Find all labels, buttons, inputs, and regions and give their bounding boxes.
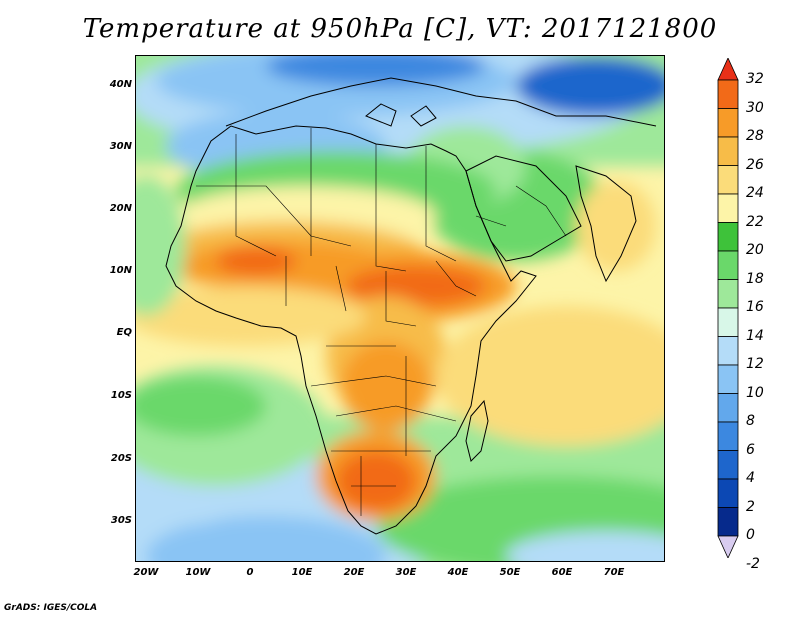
field-congo-inner	[341, 341, 431, 431]
country-borders	[196, 128, 567, 516]
lon-label-50e: 50E	[499, 567, 521, 578]
map-title: Temperature at 950hPa [C], VT: 201712180…	[82, 14, 718, 44]
colorbar-label: 12	[746, 356, 764, 372]
colorbar-label: 14	[746, 327, 764, 344]
colorbar-label: 0	[746, 527, 755, 543]
lon-label-20e: 20E	[343, 567, 365, 578]
lon-label-60e: 60E	[551, 567, 573, 578]
colorbar-label: 6	[746, 441, 755, 458]
field-guinea	[136, 286, 366, 346]
colorbar-segment	[717, 364, 739, 394]
colorbar-label: 20	[746, 242, 764, 258]
colorbar-segment	[717, 250, 739, 280]
lon-label-70e: 70E	[603, 567, 625, 578]
colorbar-segment	[717, 79, 739, 109]
lon-label-10e: 10E	[291, 567, 313, 578]
lat-label-20s: 20S	[110, 453, 132, 464]
colorbar-label: 32	[746, 71, 764, 87]
lat-label-30s: 30S	[110, 515, 132, 526]
coastlines	[165, 77, 657, 535]
colorbar-label: 2	[746, 498, 755, 515]
colorbar-label: 16	[746, 299, 764, 315]
field-kalahari	[336, 451, 416, 511]
colorbar-label: 30	[746, 99, 764, 116]
colorbar-segment	[717, 421, 739, 451]
colorbar-segment	[717, 108, 739, 138]
field-sindian-cold	[506, 531, 664, 561]
colorbar-segment	[717, 393, 739, 423]
lon-label-40e: 40E	[447, 567, 469, 578]
colorbar-label: 26	[746, 156, 764, 173]
colorbar-segment	[717, 222, 739, 252]
lat-label-20n: 20N	[109, 203, 132, 214]
colorbar-segment	[717, 165, 739, 195]
colorbar-label: 4	[746, 470, 755, 486]
colorbar-label: 10	[746, 384, 764, 401]
colorbar-segment	[717, 193, 739, 223]
colorbar-segment	[717, 279, 739, 309]
field-west-hotter	[216, 246, 296, 276]
colorbar-segments	[717, 58, 739, 558]
colorbar-bottom-arrow	[717, 535, 739, 558]
field-central-hotter	[346, 266, 486, 306]
colorbar-segment	[717, 478, 739, 508]
lat-label-10s: 10S	[110, 390, 132, 401]
colorbar-label: 28	[746, 128, 764, 144]
colorbar-label: -2	[746, 555, 760, 572]
colorbar	[717, 58, 739, 558]
colorbar-top-arrow	[717, 58, 739, 81]
map-panel	[135, 55, 665, 562]
colorbar-label: 22	[746, 213, 764, 230]
colorbar-segment	[717, 136, 739, 166]
lat-label-eq: EQ	[116, 327, 132, 338]
temperature-map	[136, 56, 664, 561]
grads-credit: GrADS: IGES/COLA	[4, 603, 98, 613]
colorbar-segment	[717, 307, 739, 337]
colorbar-label: 8	[746, 413, 755, 429]
colorbar-segment	[717, 507, 739, 537]
lat-label-30n: 30N	[109, 141, 132, 152]
colorbar-segment	[717, 450, 739, 480]
field-satlantic-inner	[136, 376, 266, 436]
lat-label-10n: 10N	[109, 265, 132, 276]
lon-label-20w: 20W	[133, 567, 159, 578]
lon-label-0: 0	[246, 567, 254, 578]
lat-label-40n: 40N	[109, 79, 132, 90]
colorbar-label: 24	[746, 185, 764, 201]
field-eq-indian	[436, 306, 664, 446]
colorbar-segment	[717, 336, 739, 366]
field-south-colder	[146, 516, 386, 561]
colorbar-label: 18	[746, 270, 764, 287]
field-central-asia-cold	[516, 56, 664, 116]
field-india	[576, 181, 656, 271]
lon-label-10w: 10W	[185, 567, 211, 578]
lon-label-30e: 30E	[395, 567, 417, 578]
field-europe-coldest	[266, 56, 486, 86]
